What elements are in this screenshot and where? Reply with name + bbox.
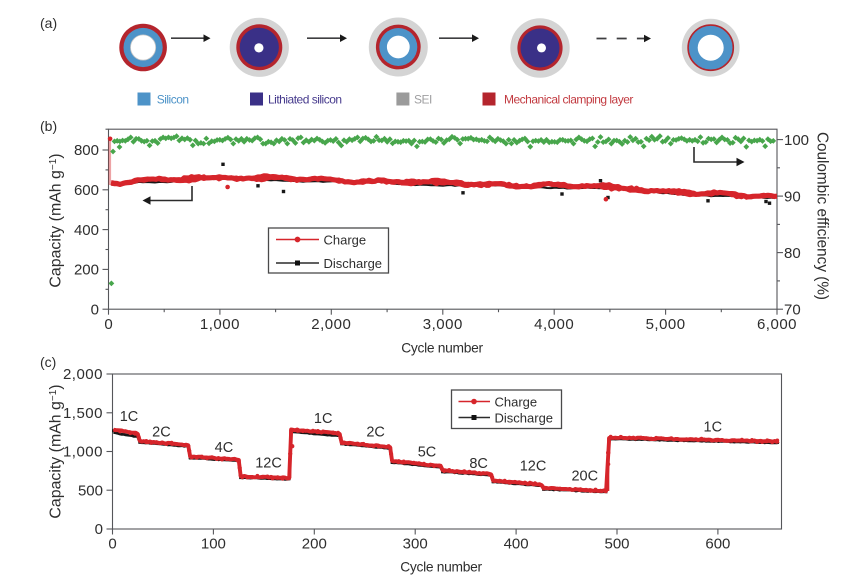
svg-text:300: 300 bbox=[403, 536, 428, 553]
svg-text:1C: 1C bbox=[120, 409, 139, 425]
svg-text:0: 0 bbox=[91, 301, 99, 318]
svg-text:1C: 1C bbox=[704, 420, 723, 436]
svg-text:500: 500 bbox=[604, 536, 629, 553]
svg-text:90: 90 bbox=[784, 188, 801, 205]
svg-text:4,000: 4,000 bbox=[534, 316, 574, 333]
svg-text:Capacity (mAh g−1): Capacity (mAh g−1) bbox=[48, 153, 65, 287]
svg-text:400: 400 bbox=[74, 222, 99, 239]
svg-text:Lithiated silicon: Lithiated silicon bbox=[268, 92, 342, 106]
svg-text:2,000: 2,000 bbox=[311, 316, 351, 333]
svg-text:(a): (a) bbox=[40, 15, 57, 31]
svg-text:5C: 5C bbox=[418, 445, 437, 461]
svg-text:400: 400 bbox=[504, 536, 529, 553]
svg-text:Capacity (mAh g−1): Capacity (mAh g−1) bbox=[48, 384, 65, 518]
svg-text:600: 600 bbox=[74, 182, 99, 199]
svg-text:200: 200 bbox=[74, 262, 99, 279]
svg-text:500: 500 bbox=[78, 482, 103, 499]
svg-text:1,500: 1,500 bbox=[63, 405, 103, 422]
svg-text:(b): (b) bbox=[40, 118, 57, 134]
svg-text:4C: 4C bbox=[215, 440, 234, 456]
svg-text:0: 0 bbox=[104, 316, 112, 333]
svg-text:2C: 2C bbox=[152, 425, 171, 441]
svg-text:3,000: 3,000 bbox=[423, 316, 463, 333]
svg-text:2,000: 2,000 bbox=[63, 366, 103, 383]
svg-text:70: 70 bbox=[784, 301, 801, 318]
svg-text:6,000: 6,000 bbox=[757, 316, 797, 333]
svg-text:200: 200 bbox=[302, 536, 327, 553]
svg-text:1C: 1C bbox=[314, 411, 333, 427]
svg-text:Discharge: Discharge bbox=[495, 411, 554, 426]
svg-text:1,000: 1,000 bbox=[63, 444, 103, 461]
svg-text:0: 0 bbox=[95, 521, 103, 538]
svg-text:Charge: Charge bbox=[324, 233, 367, 248]
svg-text:SEI: SEI bbox=[414, 92, 432, 106]
svg-text:100: 100 bbox=[784, 132, 809, 149]
svg-text:1,000: 1,000 bbox=[200, 316, 240, 333]
svg-text:Cycle number: Cycle number bbox=[400, 560, 482, 575]
svg-text:Coulombic efficiency (%): Coulombic efficiency (%) bbox=[814, 132, 831, 300]
svg-text:600: 600 bbox=[705, 536, 730, 553]
svg-text:Mechanical clamping layer: Mechanical clamping layer bbox=[504, 92, 633, 106]
svg-text:80: 80 bbox=[784, 245, 801, 262]
svg-text:800: 800 bbox=[74, 142, 99, 159]
svg-text:2C: 2C bbox=[366, 425, 385, 441]
svg-text:12C: 12C bbox=[255, 456, 282, 472]
svg-text:(c): (c) bbox=[40, 354, 56, 370]
svg-text:8C: 8C bbox=[469, 456, 488, 472]
svg-text:Cycle number: Cycle number bbox=[401, 341, 483, 356]
svg-text:Silicon: Silicon bbox=[157, 92, 189, 106]
svg-text:20C: 20C bbox=[571, 468, 598, 484]
svg-text:Discharge: Discharge bbox=[324, 256, 383, 271]
svg-text:12C: 12C bbox=[520, 459, 547, 475]
svg-text:Charge: Charge bbox=[495, 395, 538, 410]
svg-text:0: 0 bbox=[108, 536, 116, 553]
svg-text:100: 100 bbox=[201, 536, 226, 553]
svg-text:5,000: 5,000 bbox=[646, 316, 686, 333]
